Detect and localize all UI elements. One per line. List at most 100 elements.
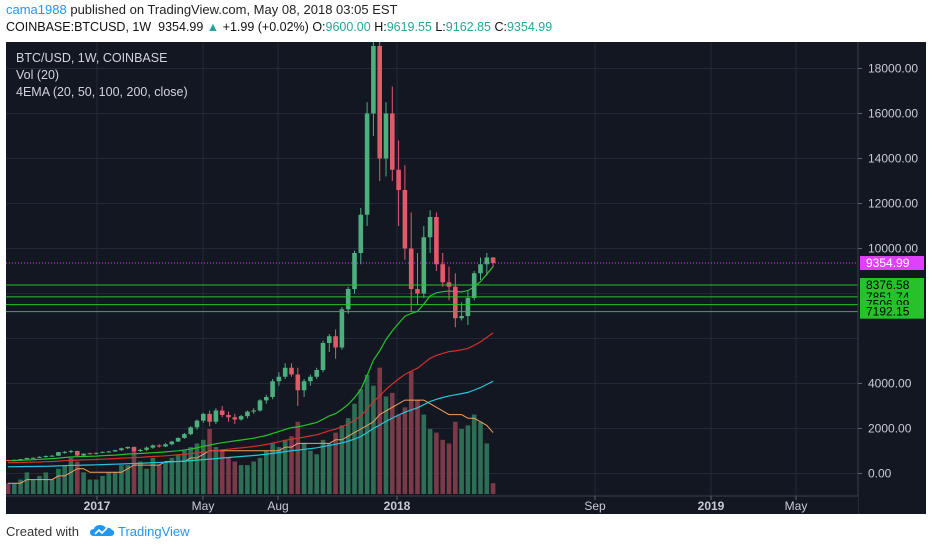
y-tick-label: 12000.00	[868, 197, 918, 211]
candle-body	[56, 452, 61, 456]
legend-symbol: BTC/USD, 1W, COINBASE	[16, 51, 167, 65]
volume-bar	[182, 450, 187, 494]
volume-bar	[119, 465, 124, 494]
volume-bar	[270, 443, 275, 494]
price-axis[interactable]: 18000.00 16000.00 14000.00 12000.00 10000.00…	[857, 42, 926, 514]
candle-body	[282, 367, 288, 377]
volume-bar	[5, 483, 11, 494]
volume-bar	[175, 454, 181, 494]
volume-bar	[245, 465, 250, 494]
candle-body	[30, 457, 36, 459]
tradingview-link[interactable]: TradingView	[118, 524, 190, 539]
candle-body	[352, 253, 357, 289]
up-arrow-icon: ▲	[206, 20, 220, 34]
volume-bar	[364, 374, 370, 494]
volume-bar	[289, 436, 294, 494]
candle-body	[226, 415, 231, 418]
volume-bars	[5, 367, 496, 494]
candle-body	[106, 451, 112, 453]
tradingview-cloud-icon	[89, 525, 114, 536]
candle-body	[138, 449, 143, 451]
volume-bar	[427, 429, 433, 494]
y-tick-label: 10000.00	[868, 242, 918, 256]
y-tick-label: 2000.00	[868, 422, 912, 436]
candle-body	[408, 248, 414, 289]
y-tick-label: 18000.00	[868, 62, 918, 76]
volume-bar	[112, 472, 118, 494]
time-axis-bg	[6, 496, 858, 514]
volume-bar	[131, 450, 137, 494]
close-value: 9354.99	[506, 20, 553, 34]
candle-body	[459, 316, 464, 319]
candlesticks	[5, 25, 496, 461]
candle-body	[421, 237, 427, 294]
candle-body	[112, 450, 118, 452]
volume-bar	[188, 447, 193, 494]
candle-body	[320, 343, 326, 370]
volume-bar	[402, 407, 408, 494]
price-change: +1.99 (+0.02%)	[222, 20, 309, 34]
candle-body	[125, 446, 130, 449]
candle-body	[49, 455, 55, 457]
published-text: published on TradingView.com, May 08, 20…	[70, 2, 398, 17]
volume-bar	[295, 421, 301, 494]
volume-bar	[484, 443, 490, 494]
created-with-text: Created with	[6, 524, 79, 539]
volume-bar	[459, 429, 464, 494]
volume-bar	[276, 447, 282, 494]
candle-body	[358, 214, 364, 253]
current-price-tag	[860, 256, 924, 271]
level-price-tag	[860, 304, 924, 319]
volume-bar	[478, 421, 483, 494]
candle-body	[276, 376, 282, 382]
open-value: 9600.00	[325, 20, 371, 34]
candle-body	[440, 264, 445, 283]
volume-bar	[169, 457, 175, 494]
x-tick-label: Sep	[584, 499, 606, 513]
volume-bar	[453, 421, 458, 494]
volume-bar	[390, 392, 395, 494]
author-link[interactable]: cama1988	[6, 2, 67, 17]
volume-bar	[163, 461, 168, 494]
candle-body	[333, 336, 338, 348]
candle-body	[289, 367, 294, 375]
candle-body	[434, 217, 439, 265]
candle-body	[93, 452, 99, 454]
candle-body	[5, 460, 11, 461]
volume-bar	[226, 457, 231, 494]
y-tick-label: 4000.00	[868, 377, 912, 391]
volume-bar	[62, 465, 67, 494]
volume-bar	[138, 461, 143, 494]
candle-body	[364, 113, 370, 215]
price-chart[interactable]: 18000.00 16000.00 14000.00 12000.00 10000.00…	[5, 25, 926, 514]
candle-body	[194, 420, 200, 428]
ohlc-bar: COINBASE:BTCUSD, 1W 9354.99 ▲ +1.99 (+0.…	[6, 20, 552, 34]
volume-bar	[56, 468, 61, 494]
candle-body	[415, 289, 420, 294]
chart-area[interactable]: 18000.00 16000.00 14000.00 12000.00 10000.00…	[5, 25, 926, 514]
time-axis[interactable]: 2017 May Aug 2018 Sep 2019 May	[6, 495, 858, 514]
candle-body	[175, 437, 181, 442]
volume-bar	[264, 450, 269, 494]
volume-bar	[68, 457, 74, 494]
candle-body	[264, 397, 269, 401]
high-label: H:	[374, 20, 387, 34]
volume-bar	[339, 425, 345, 494]
candle-body	[427, 217, 433, 238]
legend-volume: Vol (20)	[16, 68, 59, 82]
level-price-label: 7192.15	[866, 305, 910, 319]
volume-bar	[201, 439, 206, 494]
volume-bar	[106, 472, 112, 494]
volume-bar	[282, 439, 288, 494]
candle-body	[270, 381, 275, 397]
volume-bar	[144, 468, 149, 494]
candle-body	[465, 298, 471, 316]
volume-bar	[257, 457, 263, 494]
candle-body	[43, 455, 49, 457]
candle-body	[453, 286, 458, 319]
chart-legend: BTC/USD, 1W, COINBASE Vol (20) 4EMA (20,…	[16, 51, 188, 99]
x-tick-label: May	[785, 499, 808, 513]
candle-body	[75, 451, 80, 456]
candle-body	[383, 113, 389, 159]
volume-bar	[440, 439, 445, 494]
